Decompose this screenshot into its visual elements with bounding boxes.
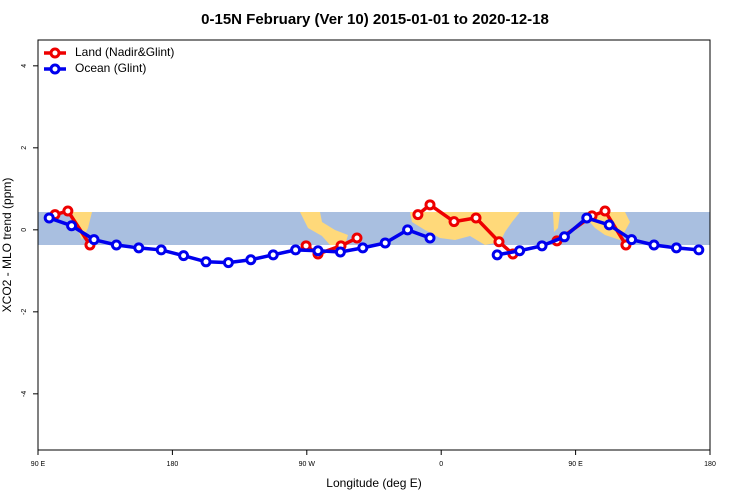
point [334, 246, 346, 258]
point [412, 209, 424, 221]
point [133, 242, 145, 254]
point [66, 220, 78, 232]
legend-marker [49, 63, 61, 75]
point [379, 237, 391, 249]
point [470, 212, 482, 224]
point [357, 242, 369, 254]
point [155, 244, 167, 256]
point [558, 231, 570, 243]
x-tick-label: 90 E [568, 461, 583, 468]
point [670, 242, 682, 254]
point [290, 244, 302, 256]
point [424, 199, 436, 211]
point [648, 239, 660, 251]
point [599, 205, 611, 217]
point [222, 257, 234, 269]
chart-title: 0-15N February (Ver 10) 2015-01-01 to 20… [201, 11, 549, 28]
point [88, 234, 100, 246]
x-tick-label: 180 [704, 461, 716, 468]
y-axis-label: XCO2 - MLO trend (ppm) [0, 178, 14, 313]
point [581, 212, 593, 224]
legend-marker [49, 47, 61, 59]
point [448, 216, 460, 228]
legend-label: Land (Nadir&Glint) [75, 45, 174, 59]
point [62, 205, 74, 217]
y-tick-label: 4 [21, 64, 28, 68]
x-tick-label: 90 W [299, 461, 316, 468]
point [424, 232, 436, 244]
y-tick-label: 2 [21, 146, 28, 150]
plot-frame [37, 39, 711, 451]
x-tick-label: 90 E [31, 461, 46, 468]
point [43, 212, 55, 224]
point [493, 236, 505, 248]
point [693, 244, 705, 256]
point [245, 254, 257, 266]
point [267, 249, 279, 261]
legend-label: Ocean (Glint) [75, 61, 146, 75]
x-axis-label: Longitude (deg E) [326, 476, 421, 490]
x-tick-label: 0 [439, 461, 443, 468]
point [351, 232, 363, 244]
land [553, 212, 560, 232]
point [491, 249, 503, 261]
land [72, 212, 92, 240]
point [200, 256, 212, 268]
point [514, 245, 526, 257]
y-tick-label: 0 [21, 228, 28, 232]
x-tick-label: 180 [167, 461, 179, 468]
point [178, 250, 190, 262]
point [626, 234, 638, 246]
y-tick-label: -2 [21, 309, 28, 315]
y-tick-label: -4 [21, 391, 28, 397]
point [402, 224, 414, 236]
point [536, 240, 548, 252]
point [312, 245, 324, 257]
land [300, 212, 348, 245]
point [110, 239, 122, 251]
point [603, 219, 615, 231]
